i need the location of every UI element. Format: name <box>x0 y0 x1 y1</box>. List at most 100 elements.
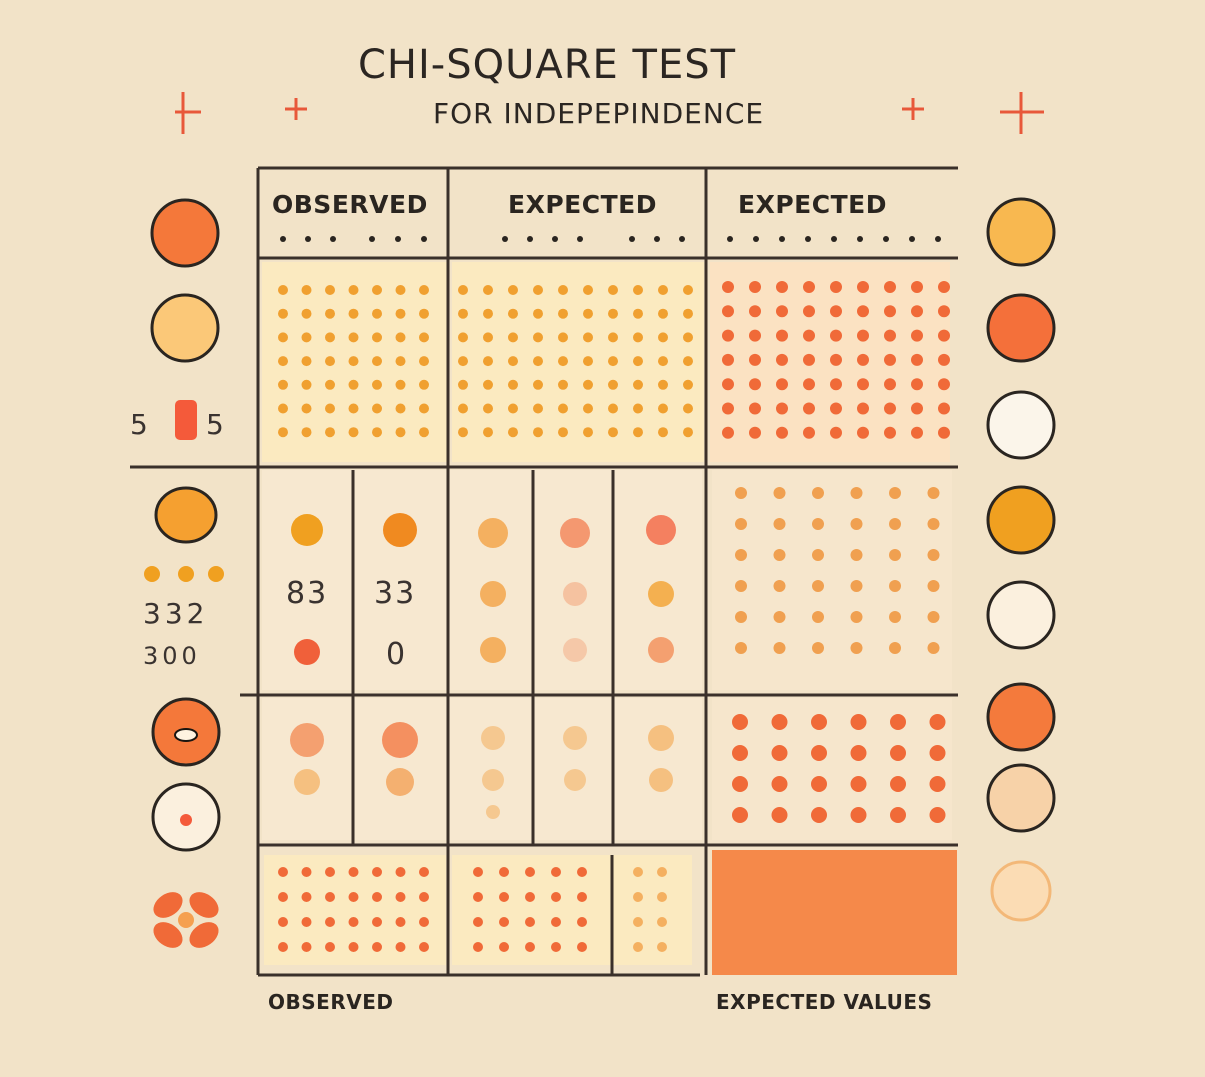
dot-mark <box>348 942 359 952</box>
dot-mark <box>732 776 748 792</box>
dot-mark <box>658 403 668 414</box>
dot-mark <box>884 329 896 342</box>
dot-mark <box>608 427 618 438</box>
eye-icon <box>174 728 198 742</box>
dot-mark <box>372 427 382 438</box>
side-label: 300 <box>143 642 201 670</box>
dot-mark <box>480 581 506 607</box>
dot-mark <box>771 807 788 823</box>
dot-mark <box>577 892 587 902</box>
dot-mark <box>473 867 483 877</box>
dot-mark <box>558 403 568 414</box>
header-expected: EXPECTED <box>508 190 657 219</box>
dot-mark <box>773 642 786 654</box>
dot-mark <box>325 867 335 877</box>
dot-mark <box>938 281 950 293</box>
dot-mark <box>525 917 535 927</box>
dot-mark <box>683 356 693 367</box>
dot-mark <box>583 332 593 343</box>
dot-mark <box>508 308 518 319</box>
lower-right-cell <box>712 698 952 840</box>
dot-mark <box>911 378 923 391</box>
dot-mark <box>383 513 417 547</box>
dot-mark <box>372 867 382 877</box>
dot-mark <box>857 236 863 242</box>
dot-mark <box>419 356 429 367</box>
dot-mark <box>419 308 429 319</box>
dot-mark <box>812 580 824 592</box>
dot-mark <box>278 308 288 319</box>
dot-mark <box>850 549 863 561</box>
dot-mark <box>749 305 761 318</box>
dot-mark <box>911 426 923 439</box>
dot-mark <box>386 768 414 796</box>
dot-mark <box>683 379 693 390</box>
dot-mark <box>629 236 635 242</box>
dot-mark <box>857 281 869 293</box>
dot-mark <box>889 487 901 499</box>
dot-mark <box>395 427 406 438</box>
dot-mark <box>301 427 312 438</box>
dot-mark <box>395 917 406 927</box>
dot-mark <box>648 637 674 663</box>
dot-mark <box>330 236 336 242</box>
dot-mark <box>776 426 788 439</box>
dot-mark <box>803 281 815 293</box>
lower-left-cell <box>262 698 702 840</box>
dot-mark <box>938 329 950 342</box>
dot-mark <box>683 403 693 414</box>
page-title: CHI-SQUARE TEST <box>358 42 737 88</box>
dot-mark <box>812 487 824 499</box>
dot-mark <box>927 487 940 499</box>
dot-mark <box>658 379 668 390</box>
small-dot-icon <box>178 566 194 582</box>
circle-icon <box>150 198 220 268</box>
dot-mark <box>927 580 940 592</box>
dot-mark <box>325 427 335 438</box>
dot-mark <box>551 892 561 902</box>
dot-mark <box>325 308 335 319</box>
dot-mark <box>508 332 518 343</box>
plus-icon <box>902 98 924 120</box>
dot-mark <box>727 236 733 242</box>
dot-mark <box>325 356 335 367</box>
dot-mark <box>850 807 867 823</box>
dot-mark <box>419 942 429 952</box>
dot-mark <box>348 356 359 367</box>
dot-mark <box>890 745 906 761</box>
dot-mark <box>533 356 543 367</box>
dot-mark <box>301 332 312 343</box>
plus-icon <box>285 98 307 120</box>
dot-mark <box>294 769 320 795</box>
dot-mark <box>525 942 535 952</box>
dot-mark <box>608 308 618 319</box>
plus-icon <box>1000 92 1044 134</box>
dot-mark <box>732 714 748 730</box>
small-dot-icon <box>144 566 160 582</box>
dot-mark <box>735 642 747 654</box>
dot-mark <box>812 518 824 530</box>
dot-mark <box>811 807 827 823</box>
dot-grid-layer <box>278 236 950 952</box>
dot-mark <box>533 427 543 438</box>
dot-mark <box>830 281 842 293</box>
dot-mark <box>776 402 788 415</box>
dot-mark <box>533 403 543 414</box>
dot-mark <box>657 892 667 902</box>
dot-mark <box>773 580 786 592</box>
dot-mark <box>502 236 508 242</box>
circle-icon <box>154 486 218 544</box>
dot-mark <box>278 892 288 902</box>
dot-mark <box>348 403 359 414</box>
dot-mark <box>633 285 643 295</box>
dot-mark <box>773 518 786 530</box>
dot-mark <box>608 285 618 295</box>
dot-mark <box>811 745 827 761</box>
dot-mark <box>683 427 693 438</box>
dot-mark <box>927 549 940 561</box>
dot-mark <box>649 768 673 792</box>
dot-mark <box>633 427 643 438</box>
dot-mark <box>527 236 533 242</box>
dot-mark <box>658 285 668 295</box>
dot-mark <box>929 776 946 792</box>
